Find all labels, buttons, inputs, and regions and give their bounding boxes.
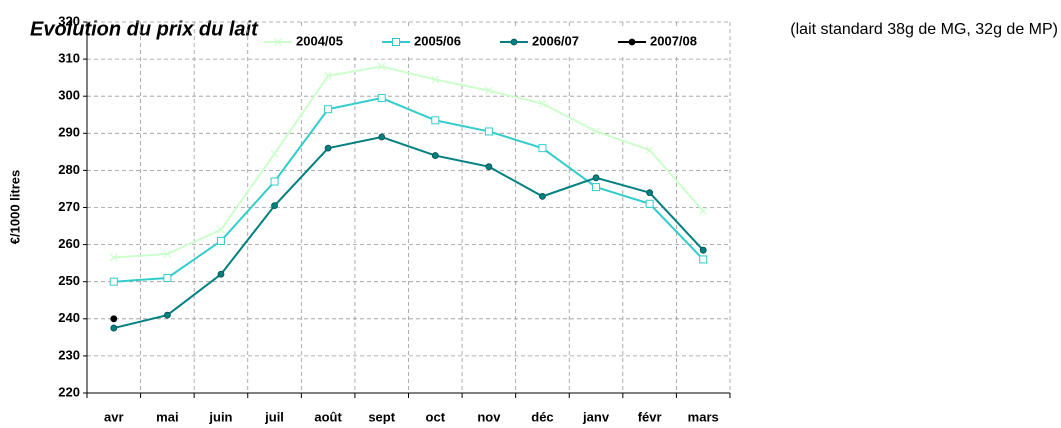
data-point: [163, 273, 172, 282]
x-tick-label: avr: [104, 409, 124, 424]
data-point: [109, 277, 118, 286]
data-point: [539, 192, 546, 200]
series-line: [113, 65, 704, 259]
x-tick-label: janv: [582, 409, 610, 424]
chart-subtitle: (lait standard 38g de MG, 32g de MP): [790, 21, 1058, 38]
x-tick-label: juil: [264, 409, 284, 424]
data-point: [110, 324, 118, 332]
data-point: [699, 207, 708, 216]
legend-marker: [274, 38, 282, 46]
data-point: [592, 183, 601, 192]
legend-label: 2005/06: [414, 33, 461, 48]
y-tick-label: 250: [58, 273, 80, 288]
data-point: [592, 174, 600, 182]
y-tick-label: 310: [58, 51, 80, 66]
legend-label: 2007/08: [650, 33, 697, 48]
series-line: [113, 97, 704, 283]
x-tick-label: juin: [208, 409, 232, 424]
y-axis-label: €/1000 litres: [7, 170, 22, 244]
data-point: [538, 144, 547, 153]
data-point: [217, 225, 225, 234]
legend-marker: [510, 38, 518, 46]
legend-marker: [392, 38, 400, 46]
y-tick-label: 220: [58, 384, 80, 399]
data-point: [163, 249, 172, 258]
data-point: [484, 86, 493, 95]
x-tick-label: août: [314, 409, 342, 424]
data-point: [217, 270, 225, 278]
x-tick-label: nov: [477, 409, 501, 424]
y-tick-label: 320: [58, 13, 80, 28]
data-point: [216, 236, 225, 245]
y-tick-label: 240: [58, 310, 80, 325]
data-point: [592, 127, 600, 136]
legend-label: 2004/05: [296, 33, 343, 48]
data-point: [377, 94, 386, 103]
y-tick-label: 260: [58, 236, 80, 251]
x-tick-label: mai: [156, 409, 178, 424]
data-point: [163, 311, 171, 319]
data-point: [699, 246, 707, 254]
data-point: [377, 62, 386, 71]
series-line: [113, 135, 704, 330]
legend-marker: [628, 38, 636, 46]
data-point: [431, 116, 440, 125]
data-point: [324, 71, 333, 80]
data-point: [271, 202, 278, 210]
legend-label: 2006/07: [532, 33, 579, 48]
data-point: [324, 144, 332, 152]
data-point: [270, 149, 279, 158]
data-point: [431, 152, 439, 159]
x-tick-label: oct: [426, 409, 446, 424]
data-point: [431, 75, 440, 84]
data-point: [538, 99, 547, 108]
data-point: [109, 253, 118, 262]
data-point: [110, 315, 118, 323]
x-tick-label: déc: [531, 409, 553, 424]
x-tick-label: févr: [638, 409, 662, 424]
y-tick-label: 280: [58, 162, 80, 177]
y-tick-label: 270: [58, 199, 80, 214]
x-tick-label: sept: [368, 409, 395, 424]
data-point: [378, 133, 386, 141]
x-tick-label: mars: [688, 409, 719, 424]
data-point: [645, 199, 654, 208]
y-tick-label: 230: [58, 347, 80, 362]
data-point: [324, 105, 333, 114]
data-point: [484, 127, 493, 136]
data-point: [485, 163, 493, 171]
data-point: [699, 255, 708, 264]
data-point: [645, 146, 654, 154]
legend-box: [258, 28, 724, 56]
data-point: [270, 177, 279, 186]
y-tick-label: 300: [58, 88, 80, 103]
y-tick-label: 290: [58, 125, 80, 140]
data-point: [646, 189, 654, 197]
